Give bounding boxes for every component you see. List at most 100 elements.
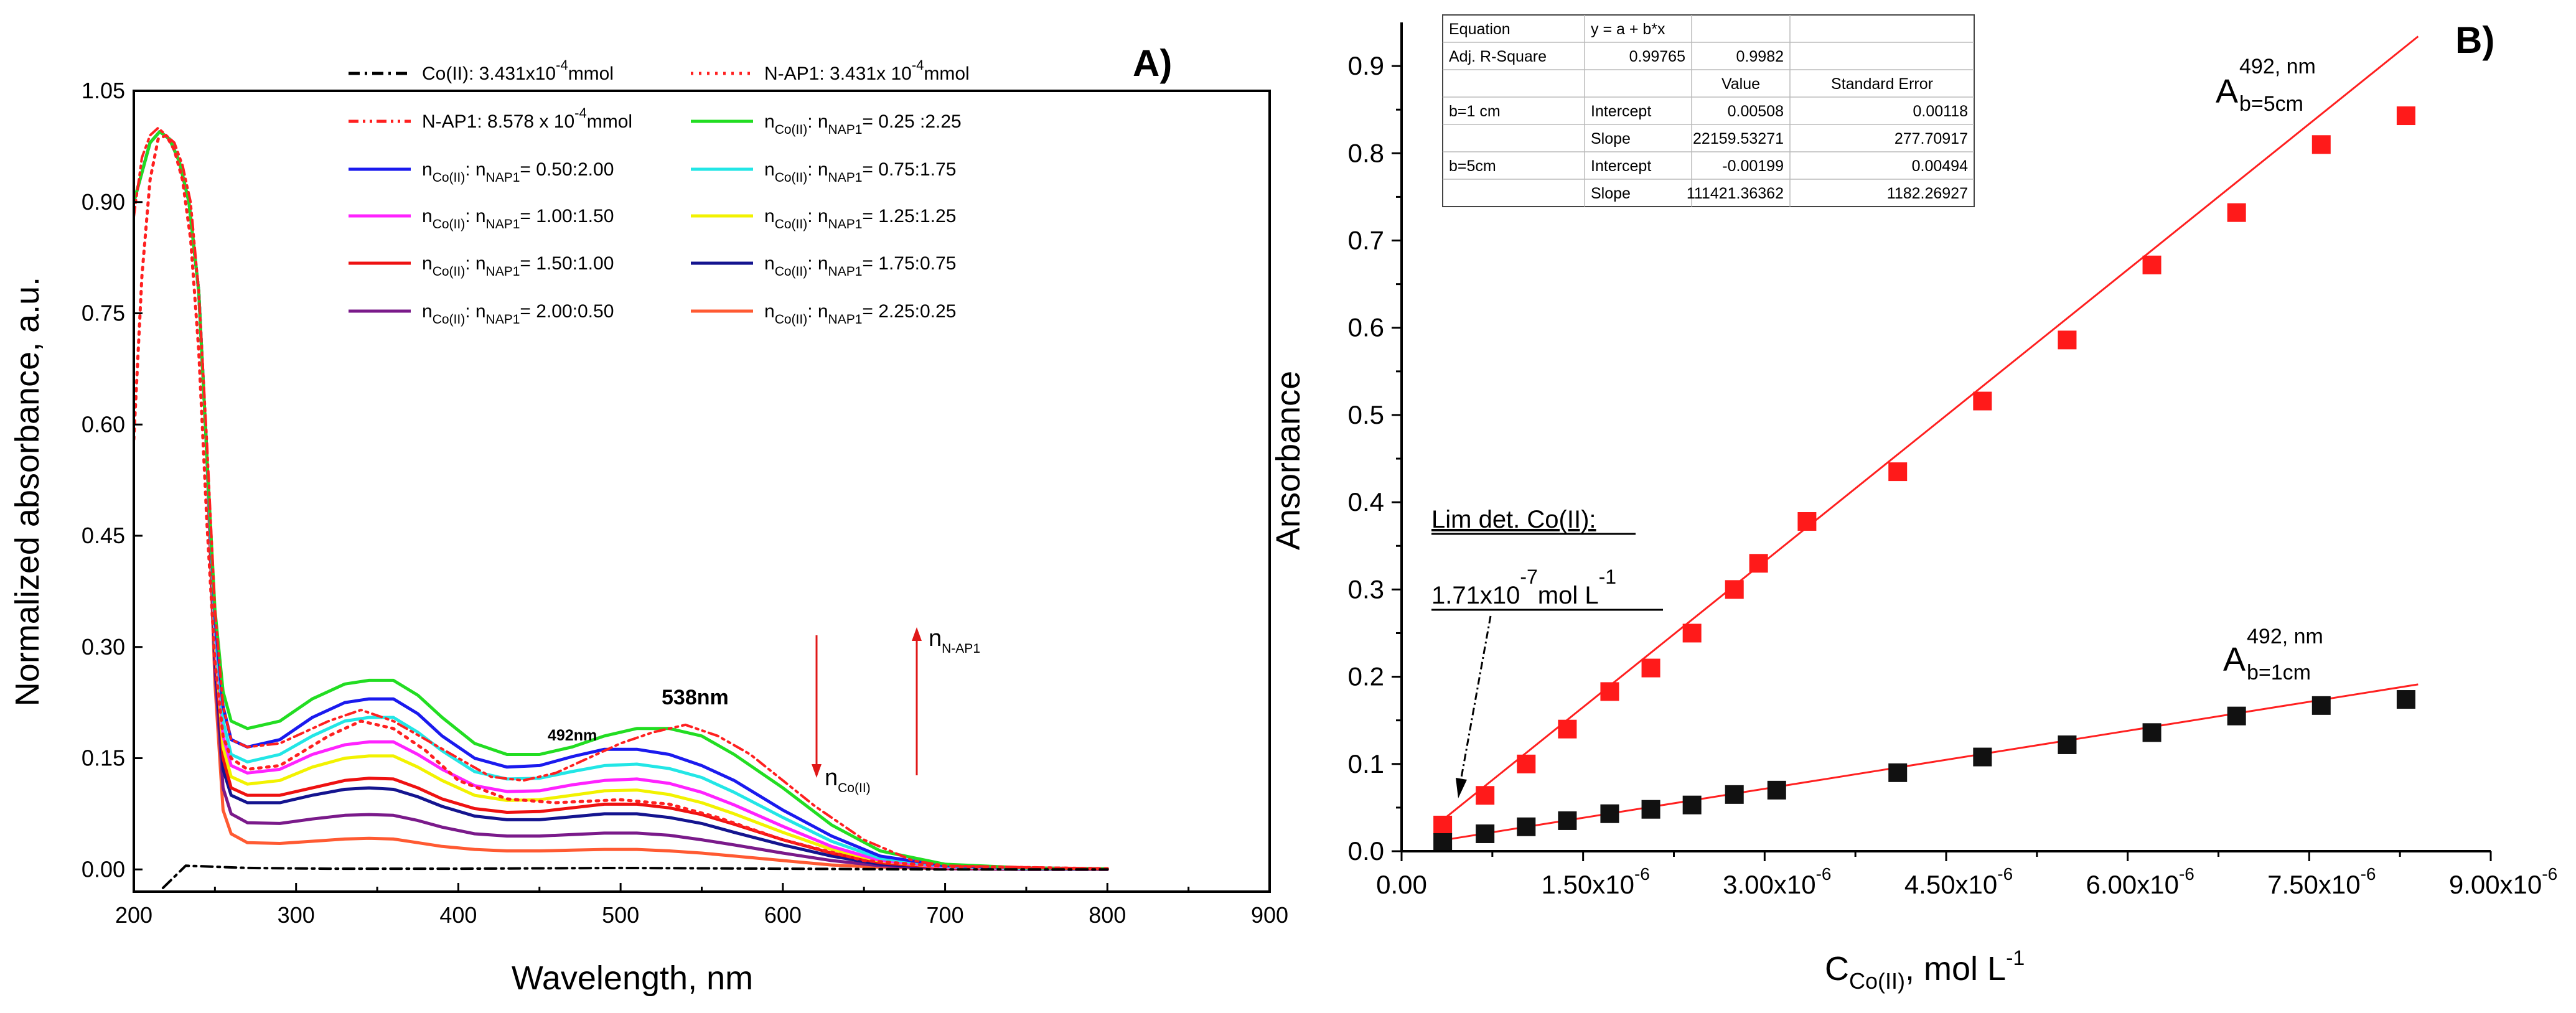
legend-entry-label-8: nCo(II): nNAP1= 1.50:1.00 <box>422 253 614 279</box>
legend-entry-label-10: nCo(II): nNAP1= 2.00:0.50 <box>422 301 614 327</box>
decreasing-arrow-head <box>812 764 822 778</box>
data-point-b=1cm <box>1558 811 1577 830</box>
legend-entry-label-3: nCo(II): nNAP1= 0.25 :2.25 <box>764 111 962 137</box>
y-tick-label: 0.0 <box>1348 836 1384 866</box>
legend-entry-label-7: nCo(II): nNAP1= 1.25:1.25 <box>764 206 956 231</box>
data-point-b=1cm <box>1517 817 1536 836</box>
fit-table-cell: Standard Error <box>1831 75 1933 93</box>
svg-text:A: A <box>2216 73 2238 110</box>
data-point-b=5cm <box>1749 554 1768 573</box>
data-point-b=1cm <box>2058 735 2077 754</box>
fit-table-border <box>1442 14 1975 207</box>
fit-table-cell: 0.00508 <box>1728 103 1784 120</box>
fit-table-cell: 0.9982 <box>1736 48 1784 65</box>
x-tick-label: 400 <box>439 902 477 928</box>
panel-a-label: A) <box>1133 42 1172 84</box>
data-point-b=5cm <box>1558 719 1577 739</box>
fit-table-cell: Slope <box>1591 130 1631 147</box>
panel-a-y-axis-title: Normalized absorbance, a.u. <box>9 277 46 706</box>
y-tick-label: 0.6 <box>1348 313 1384 342</box>
data-point-b=1cm <box>2142 723 2161 742</box>
legend-entry-label-0: Co(II): 3.431x10-4mmol <box>422 57 614 84</box>
x-tick-label: 200 <box>115 902 152 928</box>
y-tick-label: 0.45 <box>82 523 125 548</box>
legend-entry-label-1: N-AP1: 3.431x 10-4mmol <box>764 57 970 84</box>
panel-b-x-axis-title: CCo(II), mol L-1 <box>1825 946 2025 994</box>
panel-b-label: B) <box>2455 19 2494 61</box>
y-tick-label: 0.60 <box>82 411 125 437</box>
data-point-b=5cm <box>1433 815 1453 834</box>
a-b5cm-series-label: A 492, nm b=5cm <box>2216 55 2316 116</box>
x-tick-label: 700 <box>927 902 964 928</box>
data-point-b=5cm <box>1682 623 1702 643</box>
data-point-b=5cm <box>1641 658 1660 678</box>
fit-table-cell: Intercept <box>1591 103 1651 120</box>
fit-table-cell: 111421.36362 <box>1687 185 1784 202</box>
y-tick-label: 0.7 <box>1348 226 1384 255</box>
data-point-b=1cm <box>1682 795 1702 815</box>
fit-statistics-table: Equation y = a + b*x Adj. R-Square 0.99765 0… <box>1442 14 1975 207</box>
svg-text:492, nm: 492, nm <box>2239 55 2316 78</box>
y-tick-label: 1.05 <box>82 78 125 103</box>
svg-text:A: A <box>2223 641 2246 678</box>
y-tick-label: 0.30 <box>82 634 125 660</box>
svg-text:b=1cm: b=1cm <box>2247 661 2311 684</box>
data-point-b=5cm <box>1600 682 1619 701</box>
data-point-b=5cm <box>2227 203 2246 222</box>
data-point-b=1cm <box>1973 747 1992 767</box>
series-line-0 <box>161 864 1109 889</box>
data-point-b=5cm <box>1797 512 1817 531</box>
fit-table-cell: Adj. R-Square <box>1449 48 1547 65</box>
fit-table-cell: 0.00494 <box>1912 157 1968 175</box>
legend-entry-label-9: nCo(II): nNAP1= 1.75:0.75 <box>764 253 956 279</box>
x-tick-label: 6.00x10-6 <box>2086 864 2194 899</box>
panel-a-spectra-chart: 200 300 400 500 600 700 800 900 0.00 0.15 0.30 0.45… <box>9 42 1288 997</box>
series-line-1 <box>134 134 1109 871</box>
legend-entry-label-4: nCo(II): nNAP1= 0.50:2.00 <box>422 159 614 185</box>
fit-table-cell: b=5cm <box>1449 157 1496 175</box>
data-point-b=5cm <box>2396 106 2415 126</box>
svg-text:1.71x10-7mol L-1: 1.71x10-7mol L-1 <box>1431 566 1616 609</box>
fit-table-cell: 22159.53271 <box>1693 130 1784 147</box>
series-line-2 <box>134 126 1109 871</box>
limit-of-detection-annotation: Lim det. Co(II): 1.71x10-7mol L-1 <box>1431 506 1663 798</box>
x-tick-label: 9.00x10-6 <box>2449 864 2557 899</box>
x-tick-label: 300 <box>278 902 315 928</box>
x-tick-label: 1.50x10-6 <box>1541 864 1649 899</box>
x-tick-label: 500 <box>602 902 639 928</box>
data-point-b=1cm <box>1600 804 1619 823</box>
y-tick-label: 0.00 <box>82 856 125 882</box>
data-point-b=1cm <box>2311 696 2331 715</box>
data-point-b=1cm <box>1725 785 1744 804</box>
svg-text:b=5cm: b=5cm <box>2239 92 2303 116</box>
peak-538nm-label: 538nm <box>662 686 729 709</box>
data-point-b=5cm <box>1973 391 1992 411</box>
y-tick-label: 0.5 <box>1348 400 1384 429</box>
fit-table-cell: 0.00118 <box>1913 103 1968 120</box>
data-point-b=5cm <box>1725 580 1744 599</box>
n-co-arrow-label: nCo(II) <box>825 765 871 795</box>
peak-492nm-label: 492nm <box>548 727 597 744</box>
fit-table-cell: -0.00199 <box>1722 157 1784 175</box>
x-tick-label: 800 <box>1089 902 1126 928</box>
y-tick-label: 0.1 <box>1348 749 1384 778</box>
fit-table-cell: 277.70917 <box>1895 130 1968 147</box>
fit-table-cell: Equation <box>1449 21 1510 38</box>
data-point-b=5cm <box>2311 135 2331 154</box>
panel-b-ticks: 0.0 0.1 0.2 0.3 0.4 0.5 0.6 0.7 0.8 0.9 0.00 1.50x1… <box>1348 51 2558 899</box>
y-tick-label: 0.4 <box>1348 487 1384 516</box>
y-tick-label: 0.3 <box>1348 574 1384 604</box>
panel-a-ticks: 200 300 400 500 600 700 800 900 0.00 0.15 0.30 0.45… <box>82 78 1288 928</box>
data-point-b=1cm <box>1433 833 1453 852</box>
x-tick-label: 7.50x10-6 <box>2267 864 2376 899</box>
panel-a-series-group <box>134 126 1109 889</box>
data-point-b=5cm <box>1888 462 1908 482</box>
data-point-b=1cm <box>2227 706 2246 726</box>
x-tick-label: 600 <box>764 902 802 928</box>
fit-table-cell: Slope <box>1591 185 1631 202</box>
data-point-b=1cm <box>1641 800 1660 819</box>
limit-of-detection-arrow <box>1459 615 1492 782</box>
fit-table-cell: b=1 cm <box>1449 103 1501 120</box>
svg-text:Lim det. Co(II):: Lim det. Co(II): <box>1431 506 1596 533</box>
